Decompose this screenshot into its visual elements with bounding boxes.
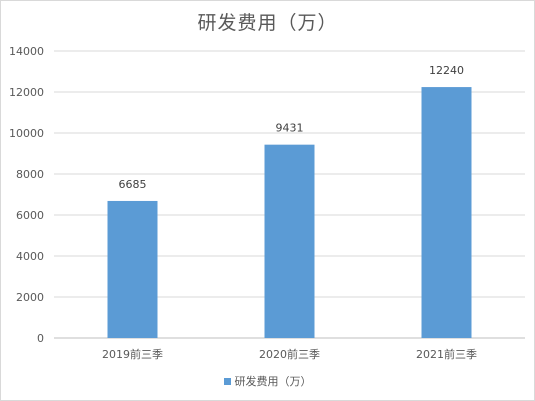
y-tick-label: 10000 — [9, 127, 44, 140]
y-tick-label: 6000 — [16, 209, 44, 222]
y-tick-label: 0 — [37, 332, 44, 345]
x-axis-categories: 2019前三季 2020前三季 2021前三季 — [102, 347, 477, 361]
data-label: 9431 — [276, 122, 304, 135]
y-tick-label: 4000 — [16, 250, 44, 263]
bars — [107, 87, 472, 338]
x-category-label: 2021前三季 — [416, 347, 477, 361]
legend: 研发费用（万） — [0, 373, 535, 389]
x-category-label: 2020前三季 — [259, 347, 320, 361]
y-tick-label: 14000 — [9, 45, 44, 58]
y-tick-label: 12000 — [9, 86, 44, 99]
chart-title: 研发费用（万） — [197, 12, 338, 34]
data-label: 12240 — [429, 64, 464, 77]
bar — [421, 87, 472, 338]
legend-swatch — [223, 377, 231, 385]
legend-label: 研发费用（万） — [234, 375, 312, 388]
bar — [264, 144, 315, 338]
data-label: 6685 — [119, 178, 147, 191]
data-labels: 6685 9431 12240 — [119, 64, 465, 191]
y-tick-label: 2000 — [16, 291, 44, 304]
bar — [107, 200, 158, 338]
x-category-label: 2019前三季 — [102, 347, 163, 361]
y-tick-label: 8000 — [16, 168, 44, 181]
y-axis-ticks: 0 2000 4000 6000 8000 10000 12000 14000 — [9, 45, 44, 345]
